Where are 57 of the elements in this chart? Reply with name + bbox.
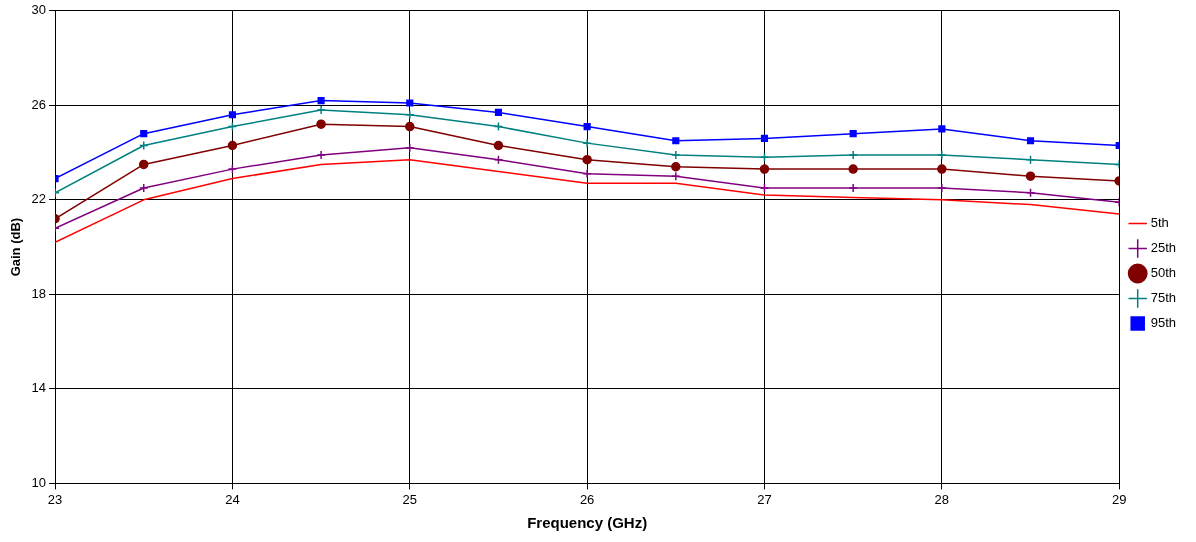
point xyxy=(493,140,504,151)
point xyxy=(316,150,326,160)
y-axis-title: Gain (dB) xyxy=(8,217,24,277)
y-tick-label: 30 xyxy=(31,2,47,18)
point xyxy=(138,183,149,193)
x-tick-label: 25 xyxy=(402,491,418,507)
point xyxy=(405,143,415,153)
point xyxy=(937,150,947,160)
point xyxy=(938,125,946,133)
y-tick-label: 14 xyxy=(31,380,47,396)
x-tick-label: 24 xyxy=(225,491,240,507)
point xyxy=(494,108,503,116)
x-axis-title: Frequency (GHz) xyxy=(527,514,648,532)
point xyxy=(672,137,680,145)
point xyxy=(582,138,592,148)
point xyxy=(848,164,858,174)
point xyxy=(405,110,415,120)
point xyxy=(759,183,770,193)
point xyxy=(1025,188,1036,198)
y-tick-label: 22 xyxy=(31,191,47,207)
point xyxy=(1026,137,1035,145)
point xyxy=(317,97,325,105)
legend-label: 25th xyxy=(1150,240,1177,256)
point xyxy=(849,130,857,138)
point xyxy=(228,111,236,119)
point xyxy=(671,150,681,160)
point xyxy=(848,150,858,160)
y-tick-label: 26 xyxy=(31,96,47,112)
point xyxy=(227,164,238,174)
point xyxy=(760,134,769,142)
y-tick-label: 18 xyxy=(31,285,47,301)
point xyxy=(316,119,326,129)
point xyxy=(582,154,592,165)
point xyxy=(759,164,770,174)
point xyxy=(1025,171,1036,181)
point xyxy=(582,169,592,179)
legend-label: 75th xyxy=(1150,290,1177,306)
x-tick-label: 23 xyxy=(47,491,63,507)
point xyxy=(138,159,149,170)
x-tick-label: 29 xyxy=(1111,491,1127,507)
x-tick-label: 28 xyxy=(934,491,950,507)
point xyxy=(406,99,414,107)
legend-label: 50th xyxy=(1150,265,1177,281)
legend-label: 5th xyxy=(1150,215,1169,231)
x-tick-label: 26 xyxy=(579,491,595,507)
point xyxy=(671,171,681,181)
point xyxy=(848,183,858,193)
point xyxy=(227,140,238,151)
y-tick-label: 10 xyxy=(31,474,47,490)
point xyxy=(671,162,681,172)
point xyxy=(937,164,947,174)
point xyxy=(140,130,148,138)
point xyxy=(583,123,591,131)
point xyxy=(405,121,415,132)
legend-label: 95th xyxy=(1150,315,1177,331)
point xyxy=(937,183,947,193)
x-tick-label: 27 xyxy=(757,491,772,507)
